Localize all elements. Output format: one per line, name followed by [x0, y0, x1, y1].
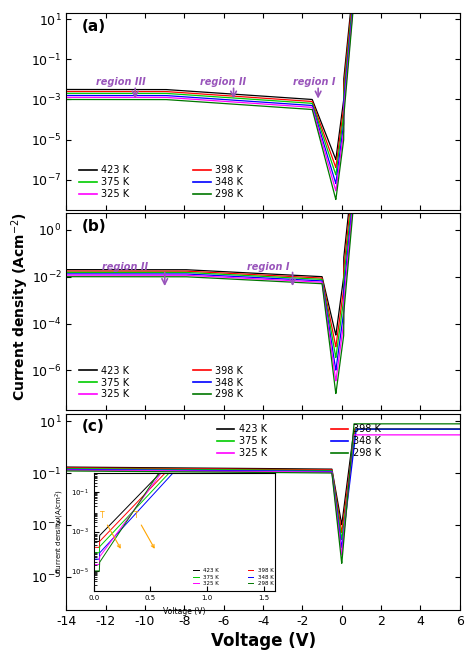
Legend: 398 K, 348 K, 298 K: 398 K, 348 K, 298 K [189, 161, 247, 203]
Text: Current density (Acm$^{-2}$): Current density (Acm$^{-2}$) [9, 212, 31, 402]
Text: region II: region II [102, 261, 148, 271]
Text: (a): (a) [82, 19, 106, 34]
X-axis label: Voltage (V): Voltage (V) [210, 632, 316, 650]
Text: (b): (b) [82, 219, 107, 234]
Legend: 398 K, 348 K, 298 K: 398 K, 348 K, 298 K [327, 420, 385, 462]
Text: region I: region I [292, 77, 335, 87]
Text: region II: region II [200, 77, 246, 87]
Text: region I: region I [247, 261, 290, 271]
Text: (c): (c) [82, 420, 105, 434]
Text: region III: region III [96, 77, 146, 87]
Legend: 398 K, 348 K, 298 K: 398 K, 348 K, 298 K [189, 362, 247, 404]
